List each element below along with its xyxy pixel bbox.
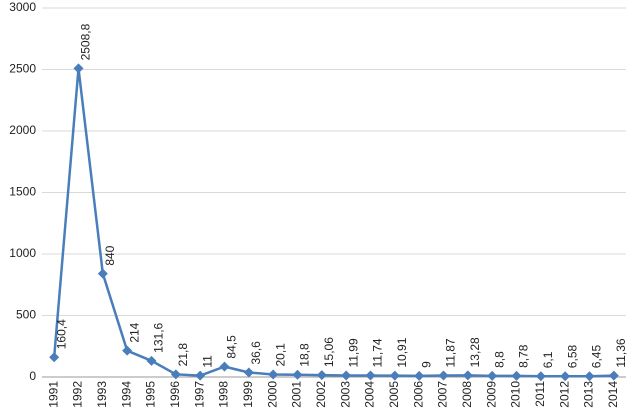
- x-tick-label: 2000: [265, 381, 279, 408]
- data-label: 21,8: [176, 343, 190, 367]
- marker: [195, 370, 206, 381]
- marker: [487, 370, 498, 381]
- y-tick-label: 0: [29, 369, 36, 383]
- marker: [243, 367, 254, 378]
- marker: [292, 369, 303, 380]
- x-tick-label: 2002: [314, 381, 328, 408]
- marker: [49, 352, 60, 363]
- x-tick-label: 1991: [46, 381, 60, 408]
- data-label: 13,28: [468, 337, 482, 367]
- data-label: 2508,8: [79, 23, 93, 60]
- marker: [389, 370, 400, 381]
- x-tick-label: 2006: [411, 381, 425, 408]
- y-tick-label: 1500: [9, 185, 36, 199]
- marker: [219, 361, 230, 372]
- marker: [462, 370, 473, 381]
- x-tick-label: 2014: [606, 381, 620, 408]
- data-label: 6,45: [590, 345, 604, 369]
- data-label: 11,74: [371, 338, 385, 367]
- y-tick-label: 2000: [9, 123, 36, 137]
- y-tick-label: 1000: [9, 246, 36, 260]
- data-label: 11,99: [346, 338, 360, 367]
- x-tick-label: 1998: [217, 381, 231, 408]
- x-tick-label: 2011: [533, 381, 547, 407]
- x-tick-label: 1993: [95, 381, 109, 408]
- marker: [73, 63, 84, 74]
- y-tick-label: 500: [16, 308, 36, 322]
- marker: [316, 370, 327, 381]
- marker: [535, 371, 546, 382]
- marker: [268, 369, 279, 380]
- data-label: 10,91: [395, 337, 409, 367]
- y-tick-label: 3000: [9, 0, 36, 14]
- marker: [511, 370, 522, 381]
- data-label: 160,4: [54, 319, 68, 349]
- marker: [122, 345, 133, 356]
- data-label: 36,6: [249, 341, 263, 365]
- x-tick-label: 2009: [484, 381, 498, 408]
- data-label: 15,06: [322, 337, 336, 367]
- data-label: 131,6: [152, 322, 166, 352]
- marker: [560, 371, 571, 382]
- x-tick-label: 1997: [192, 381, 206, 408]
- data-label: 20,1: [273, 343, 287, 367]
- data-label: 6,58: [565, 345, 579, 369]
- marker: [97, 268, 108, 279]
- marker: [170, 369, 181, 380]
- x-tick-label: 2004: [363, 381, 377, 408]
- y-tick-label: 2500: [9, 62, 36, 76]
- data-label: 9: [419, 361, 433, 368]
- data-label: 18,8: [298, 343, 312, 367]
- x-tick-label: 1994: [119, 381, 133, 408]
- data-label: 840: [103, 245, 117, 265]
- marker: [584, 371, 595, 382]
- marker: [341, 370, 352, 381]
- x-tick-label: 2005: [387, 381, 401, 408]
- marker: [608, 370, 619, 381]
- data-label: 214: [127, 322, 141, 342]
- data-label: 8,8: [492, 351, 506, 368]
- x-tick-label: 2008: [460, 381, 474, 408]
- marker: [365, 370, 376, 381]
- x-tick-label: 2003: [338, 381, 352, 408]
- data-label: 11,87: [444, 338, 458, 367]
- marker: [438, 370, 449, 381]
- data-label: 11,36: [614, 338, 628, 367]
- data-label: 11: [200, 355, 214, 368]
- marker: [146, 355, 157, 366]
- x-tick-label: 2007: [436, 381, 450, 408]
- x-tick-label: 1992: [71, 381, 85, 408]
- x-tick-label: 1999: [241, 381, 255, 408]
- x-tick-label: 1996: [168, 381, 182, 408]
- x-tick-label: 2012: [557, 381, 571, 408]
- data-label: 84,5: [225, 335, 239, 359]
- x-tick-label: 1995: [144, 381, 158, 408]
- x-tick-label: 2001: [290, 381, 304, 408]
- data-label: 8,78: [517, 344, 531, 368]
- x-tick-label: 2010: [509, 381, 523, 408]
- x-tick-label: 2013: [582, 381, 596, 408]
- data-label: 6,1: [541, 351, 555, 368]
- marker: [414, 370, 425, 381]
